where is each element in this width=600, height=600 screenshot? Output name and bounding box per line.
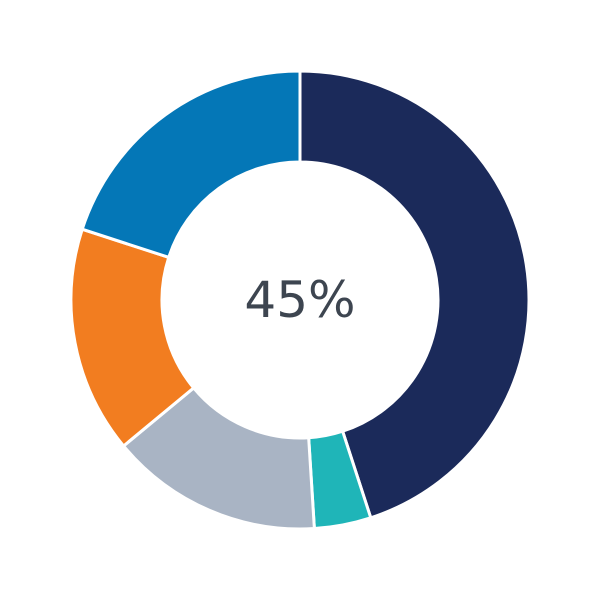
donut-slices	[69, 69, 531, 531]
donut-slice-5	[80, 69, 302, 260]
donut-slice-1	[298, 69, 531, 520]
center-label: 45%	[244, 271, 355, 329]
